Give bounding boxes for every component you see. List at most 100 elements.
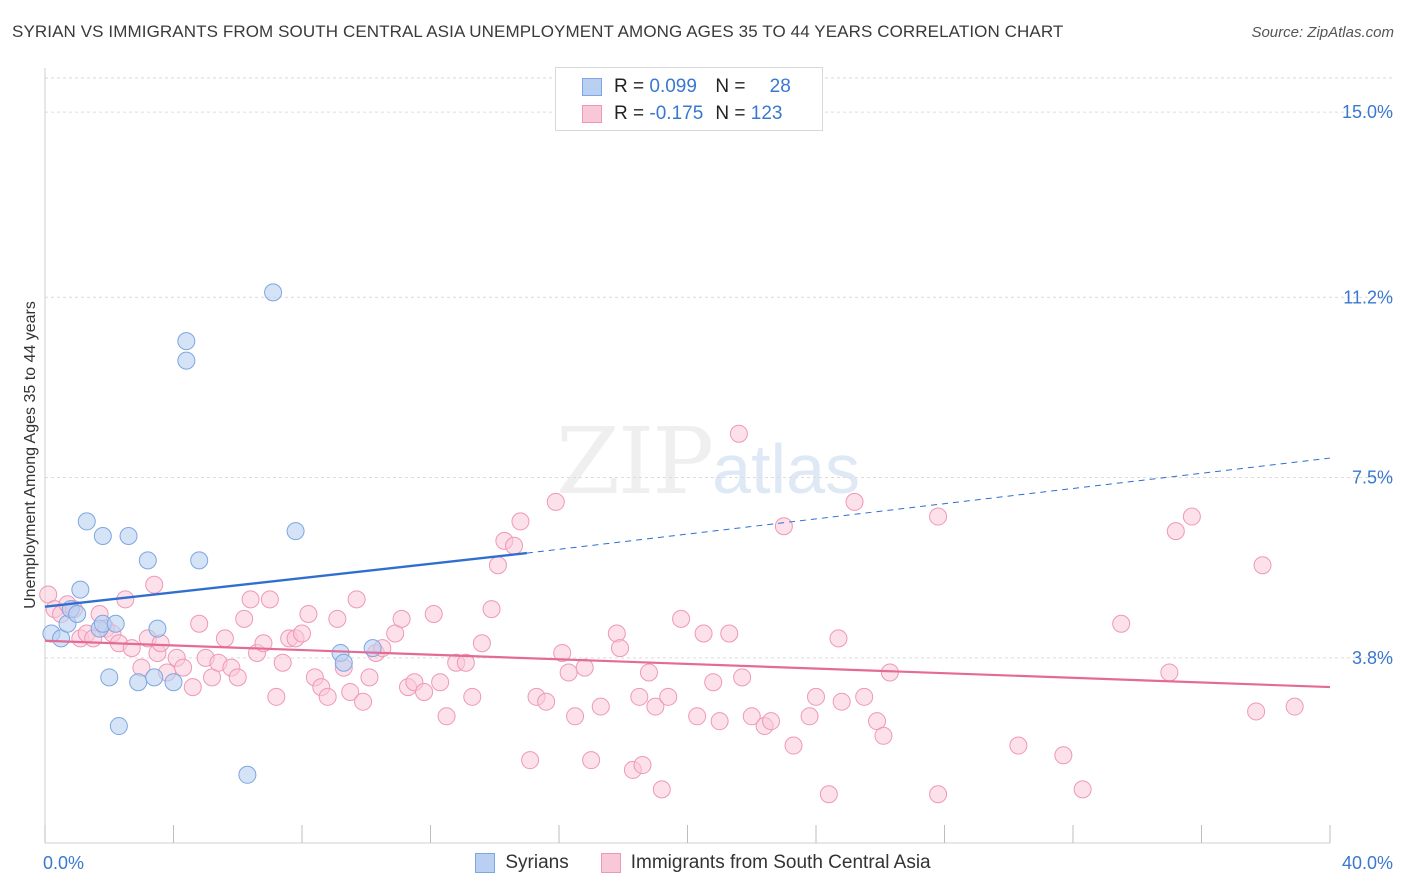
data-point-syrians [363, 639, 382, 658]
data-point-immigrants [575, 658, 594, 677]
data-point-immigrants [215, 629, 234, 648]
data-point-immigrants [559, 663, 578, 682]
data-point-immigrants [607, 624, 626, 643]
data-point-immigrants [553, 643, 572, 662]
data-point-immigrants [415, 682, 434, 701]
data-point-syrians [334, 653, 353, 672]
source-label: Source: ZipAtlas.com [1251, 24, 1394, 41]
data-point-immigrants [437, 707, 456, 726]
data-point-syrians [106, 614, 125, 633]
data-point-immigrants [784, 736, 803, 755]
data-point-immigrants [183, 678, 202, 697]
data-point-immigrants [546, 492, 565, 511]
data-point-immigrants [1073, 780, 1092, 799]
legend-label-syrians: Syrians [505, 852, 569, 873]
data-point-syrians [138, 551, 157, 570]
data-point-immigrants [855, 687, 874, 706]
data-point-syrians [68, 604, 87, 623]
data-point-immigrants [511, 512, 530, 531]
y-tick-label: 15.0% [1342, 102, 1393, 122]
data-point-immigrants [347, 590, 366, 609]
data-point-immigrants [472, 634, 491, 653]
data-point-immigrants [611, 639, 630, 658]
trend-line-syrians [44, 551, 528, 608]
data-point-syrians [238, 765, 257, 784]
legend-swatch-blue [475, 853, 496, 873]
data-point-syrians [129, 673, 148, 692]
data-point-immigrants [456, 653, 475, 672]
data-point-immigrants [566, 707, 585, 726]
data-point-immigrants [819, 785, 838, 804]
data-point-immigrants [694, 624, 713, 643]
data-point-immigrants [1182, 507, 1201, 526]
data-point-immigrants [145, 575, 164, 594]
legend-n-value: 28 [769, 76, 791, 97]
data-point-immigrants [174, 658, 193, 677]
data-point-immigrants [659, 687, 678, 706]
data-point-immigrants [646, 697, 665, 716]
data-point-immigrants [1166, 522, 1185, 541]
data-point-immigrants [360, 668, 379, 687]
x-tick-label: 0.0% [43, 853, 84, 873]
data-point-immigrants [729, 424, 748, 443]
data-point-immigrants [652, 780, 671, 799]
y-axis-label: Unemployment Among Ages 35 to 44 years [22, 301, 39, 609]
watermark: ZIPatlas [556, 408, 860, 515]
data-point-immigrants [341, 682, 360, 701]
data-point-immigrants [832, 692, 851, 711]
legend-item-syrians: Syrians [475, 852, 569, 874]
data-point-immigrants [874, 726, 893, 745]
x-tick-label: 40.0% [1342, 853, 1393, 873]
legend-swatch-blue [582, 78, 602, 96]
data-point-immigrants [774, 517, 793, 536]
data-point-immigrants [1285, 697, 1304, 716]
data-point-immigrants [630, 687, 649, 706]
data-point-immigrants [672, 609, 691, 628]
data-point-immigrants [845, 492, 864, 511]
data-point-immigrants [704, 673, 723, 692]
series-legend: Syrians Immigrants from South Central As… [0, 852, 1406, 874]
legend-r-value: 0.099 [649, 76, 697, 97]
data-point-syrians [148, 619, 167, 638]
data-point-immigrants [521, 751, 540, 770]
legend-n-label: N = [715, 103, 746, 124]
data-point-immigrants [354, 692, 373, 711]
data-point-syrians [93, 527, 112, 546]
trend-line-immigrants [44, 639, 1331, 689]
watermark-zip: ZIP [556, 408, 714, 515]
legend-swatch-pink [600, 853, 621, 873]
data-point-immigrants [1009, 736, 1028, 755]
legend-n-value: 123 [750, 103, 783, 124]
data-point-immigrants [122, 639, 141, 658]
data-point-immigrants [829, 629, 848, 648]
trend-line-syrians-extension [526, 457, 1331, 554]
data-point-immigrants [582, 751, 601, 770]
data-point-immigrants [1160, 663, 1179, 682]
data-point-immigrants [929, 507, 948, 526]
data-point-syrians [286, 522, 305, 541]
y-tick-label: 7.5% [1352, 468, 1393, 488]
data-point-syrians [264, 283, 283, 302]
data-point-immigrants [293, 624, 311, 643]
data-point-immigrants [505, 536, 524, 555]
data-point-immigrants [762, 712, 781, 731]
data-point-immigrants [318, 687, 337, 706]
data-point-syrians [164, 673, 183, 692]
data-point-immigrants [267, 687, 286, 706]
data-point-immigrants [733, 668, 752, 687]
data-point-syrians [100, 668, 119, 687]
legend-r-value: -0.175 [649, 103, 704, 124]
legend-r-label: R = [614, 103, 645, 124]
data-point-syrians [177, 351, 196, 370]
data-point-immigrants [482, 600, 501, 619]
data-point-syrians [77, 512, 96, 531]
data-point-immigrants [720, 624, 739, 643]
legend-row-syrians: R = 0.099 N = 28 [582, 74, 791, 100]
y-tick-label: 3.8% [1352, 648, 1393, 668]
data-point-immigrants [431, 673, 450, 692]
watermark-atlas: atlas [712, 430, 861, 508]
data-point-immigrants [688, 707, 707, 726]
data-point-syrians [177, 332, 196, 351]
data-point-immigrants [241, 590, 260, 609]
stats-legend: R = 0.099 N = 28 R = -0.175 N = 123 [555, 67, 823, 131]
